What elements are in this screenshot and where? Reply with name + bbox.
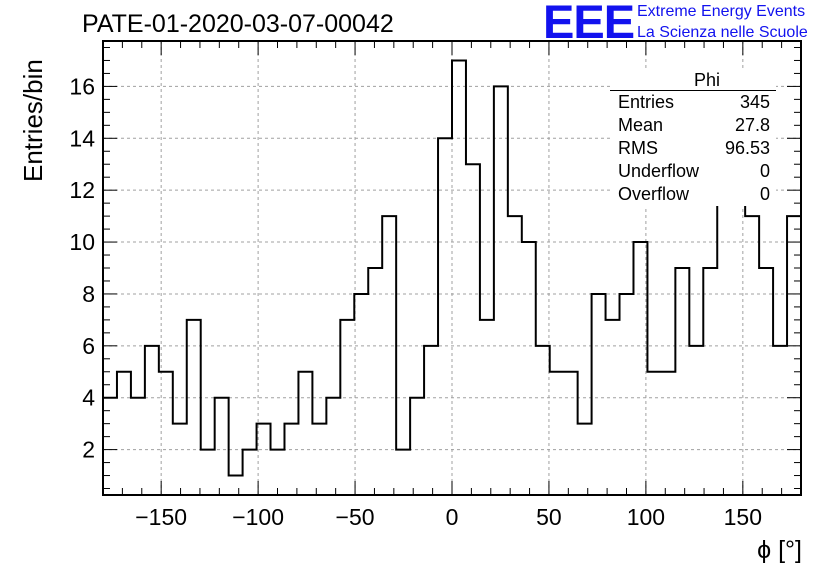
stats-label: Overflow: [618, 184, 690, 204]
stats-value: 96.53: [724, 138, 770, 158]
stats-label: Mean: [618, 115, 664, 135]
x-tick-label: −100: [232, 504, 284, 530]
tick-labels: −150 −100 −50 0 50 100 150 2 4 6 8 10 12 14 16: [69, 73, 762, 530]
stats-value: 27.8: [734, 115, 770, 135]
stats-label: Entries: [618, 92, 675, 112]
stats-value: 345: [739, 92, 770, 112]
stats-value: 0: [759, 184, 770, 204]
eee-logo: EEE: [543, 0, 635, 48]
y-tick-label: 8: [82, 281, 95, 307]
chart-title: PATE-01-2020-03-07-00042: [82, 10, 394, 38]
y-tick-label: 12: [69, 177, 95, 203]
stats-row-overflow: Overflow 0: [610, 183, 776, 206]
x-tick-label: 150: [724, 504, 762, 530]
x-tick-label: 100: [627, 504, 665, 530]
stats-row-mean: Mean 27.8: [610, 114, 776, 137]
y-axis-label: Entries/bin: [18, 59, 48, 182]
y-tick-label: 14: [69, 125, 95, 151]
y-tick-label: 6: [82, 333, 95, 359]
stats-title: Phi: [610, 70, 776, 91]
histogram-line: [103, 59, 801, 477]
stats-row-underflow: Underflow 0: [610, 160, 776, 183]
x-tick-label: −150: [135, 504, 187, 530]
y-tick-label: 16: [69, 73, 95, 99]
stats-value: 0: [759, 161, 770, 181]
stats-row-rms: RMS 96.53: [610, 137, 776, 160]
stats-label: RMS: [618, 138, 658, 158]
x-tick-label: 50: [536, 504, 562, 530]
stats-box: Phi Entries 345 Mean 27.8 RMS 96.53 Unde…: [610, 70, 776, 206]
x-tick-label: 0: [446, 504, 459, 530]
x-axis-label: ϕ [°]: [757, 536, 802, 564]
axis-ticks: [103, 41, 801, 495]
x-tick-label: −50: [336, 504, 375, 530]
brand-line-1: Extreme Energy Events: [637, 3, 806, 20]
y-tick-label: 4: [82, 385, 95, 411]
y-tick-label: 10: [69, 229, 95, 255]
y-tick-label: 2: [82, 437, 95, 463]
stats-label: Underflow: [618, 161, 700, 181]
stats-row-entries: Entries 345: [610, 91, 776, 114]
brand-line-2: La Scienza nelle Scuole: [637, 24, 808, 41]
